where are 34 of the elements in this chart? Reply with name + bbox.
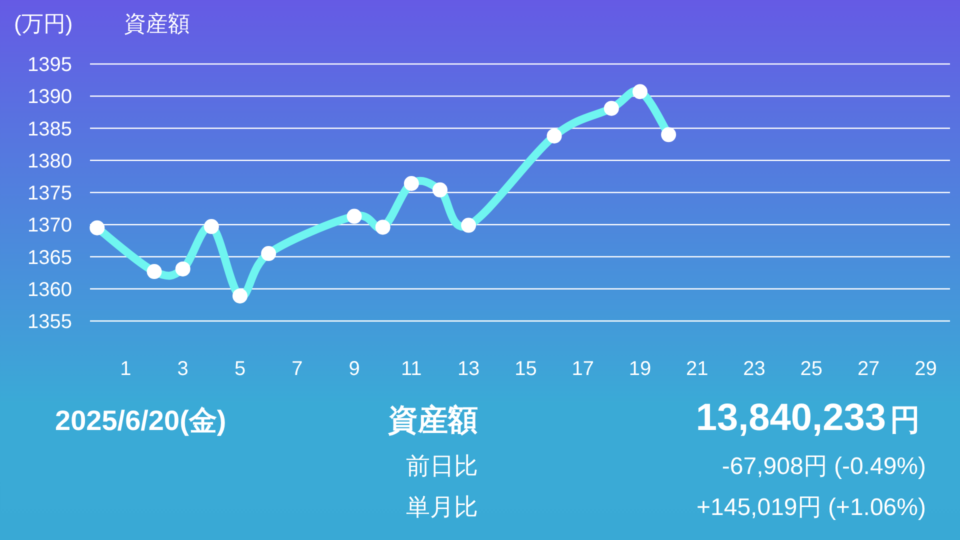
y-axis-title: (万円) [14,11,73,36]
x-tick-label: 21 [686,358,708,380]
x-tick-label: 25 [800,358,823,380]
y-tick-label: 1370 [28,214,72,237]
text: 単月比 [406,494,478,521]
y-tick-label: 1360 [28,278,72,301]
y-tick-label: 1385 [28,118,72,140]
chart-title: 資産額 [124,11,190,36]
y-tick-label: 1375 [28,182,72,204]
x-tick-label: 23 [743,358,766,380]
x-tick-label: 11 [401,358,422,380]
y-tick-label: 1380 [28,150,72,172]
y-tick-label: 1365 [28,246,72,269]
y-tick-label: 1355 [28,311,72,333]
text: +145,019円 (+1.06%) [696,494,926,521]
text: 2025/6/20(金) [55,405,226,436]
x-tick-label: 15 [514,358,537,380]
text: 資産額 [387,403,478,437]
x-tick-label: 17 [572,358,594,380]
x-tick-label: 5 [234,358,246,380]
text: 前日比 [406,453,478,480]
x-tick-label: 13 [457,358,480,380]
text: -67,908円 (-0.49%) [722,453,926,480]
x-tick-label: 27 [857,358,880,380]
x-tick-label: 3 [177,358,188,380]
x-tick-label: 19 [628,358,652,380]
x-tick-label: 9 [348,358,360,380]
text: 13,840,233 [696,397,886,439]
x-tick-label: 29 [914,358,937,380]
y-tick-label: 1390 [28,86,72,108]
x-tick-label: 7 [292,358,303,380]
y-tick-label: 1395 [28,54,72,76]
text: 円 [890,404,920,437]
x-tick-label: 1 [120,358,132,380]
